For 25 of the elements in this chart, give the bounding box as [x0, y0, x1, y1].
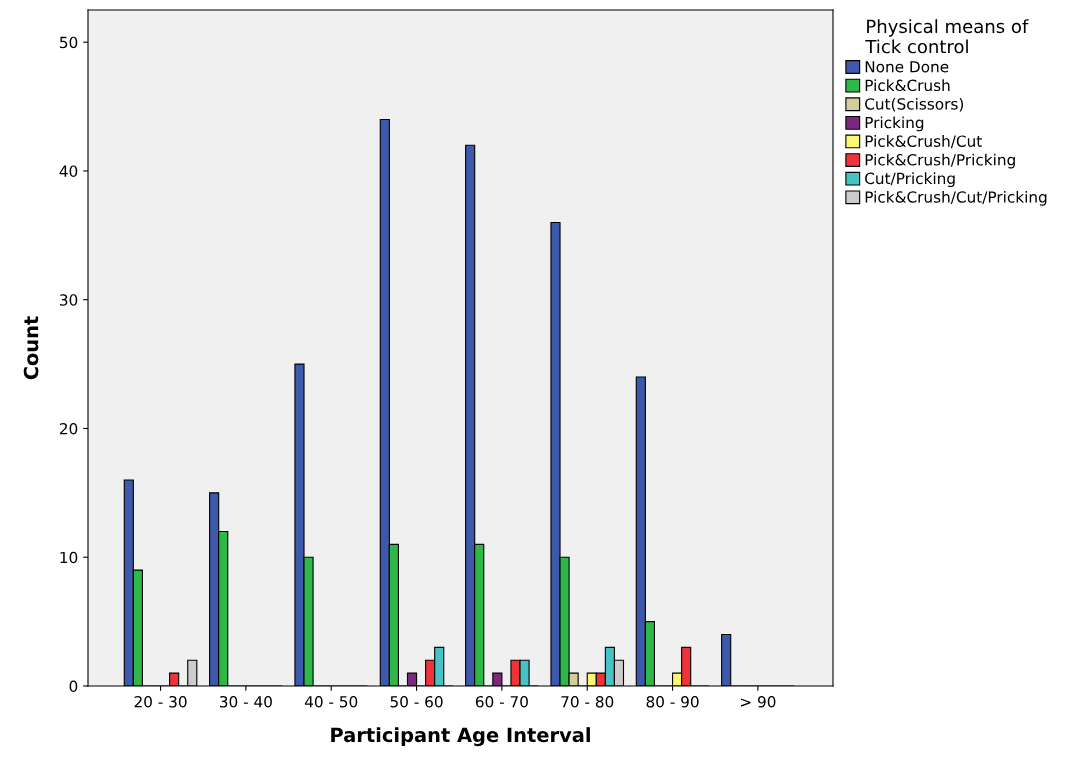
legend-label: Pricking: [865, 116, 924, 132]
y-tick-label: 50: [60, 36, 78, 49]
legend-label: Pick&Crush/Cut/Pricking: [865, 190, 1047, 206]
legend-title: Physical means of Tick control: [865, 19, 1029, 54]
x-tick-label: 40 - 50: [304, 695, 358, 708]
y-tick-label: 0: [69, 680, 78, 693]
x-tick-label: 60 - 70: [475, 695, 528, 708]
legend-label: Pick&Crush/Cut: [865, 135, 982, 149]
x-tick-label: 20 - 30: [134, 695, 187, 708]
x-tick-label: 80 - 90: [646, 695, 699, 708]
y-tick-label: 10: [60, 551, 78, 564]
x-tick-label: 70 - 80: [561, 695, 614, 708]
legend-label: None Done: [865, 61, 949, 73]
x-tick-label: > 90: [740, 695, 776, 708]
y-tick-label: 20: [59, 422, 78, 435]
legend-label: Pick&Crush: [865, 79, 950, 92]
x-axis-title: Participant Age Interval: [331, 727, 590, 747]
legend-label: Cut/Pricking: [865, 172, 955, 188]
y-tick-label: 30: [60, 294, 78, 306]
legend-label: Cut(Scissors): [865, 97, 964, 112]
y-axis-title: Count: [23, 316, 39, 380]
x-tick-label: 30 - 40: [219, 695, 272, 708]
x-tick-label: 50 - 60: [390, 695, 443, 708]
legend-label: Pick&Crush/Pricking: [865, 153, 1015, 169]
y-tick-label: 40: [59, 165, 78, 177]
